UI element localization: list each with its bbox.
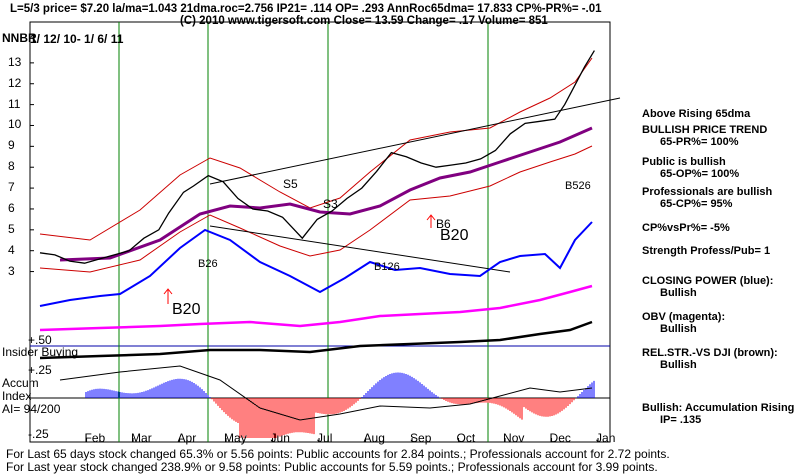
- indicator-block: REL.STR.-VS DJI (brown): Bullish: [642, 347, 778, 371]
- minus-25-label: -.25: [28, 427, 49, 441]
- plus-25-label: +.25: [28, 363, 52, 377]
- indicator-heading: REL.STR.-VS DJI (brown):: [642, 347, 778, 359]
- closing-power-line: [39, 221, 593, 307]
- x-axis: [86, 438, 599, 442]
- indicator-block: OBV (magenta): Bullish: [642, 311, 725, 335]
- bottom-line-1: For Last 65 days stock changed 65.3% or …: [6, 447, 670, 461]
- indicator-heading: Professionals are bullish: [642, 186, 773, 198]
- plus-50-label: +.50: [28, 333, 52, 347]
- x-tick-label: Nov: [503, 431, 525, 445]
- x-tick-label: Jun: [270, 431, 290, 445]
- signal-b26-c: B526: [565, 180, 591, 192]
- indicator-value: Bullish: [660, 287, 697, 299]
- x-tick-label: Jan: [596, 431, 616, 445]
- indicator-block: Above Rising 65dma: [642, 108, 750, 120]
- indicator-heading: BULLISH PRICE TREND: [642, 124, 768, 136]
- y-tick-label: 3: [8, 263, 15, 278]
- signal-s5: S5: [283, 177, 298, 191]
- chart-frame: [29, 21, 611, 443]
- ai-value-label: AI= 94/200: [2, 402, 61, 416]
- indicator-heading: Public is bullish: [642, 156, 726, 168]
- trend-line-upper: [209, 97, 621, 185]
- indicator-block: Strength Profess/Pub= 1: [642, 245, 770, 257]
- accum-ma-line: [59, 365, 593, 421]
- header-line-1: L=5/3 price= $7.20 la/ma=1.043 21dma.roc…: [10, 3, 602, 15]
- indicator-heading: Bullish: Accumulation Rising: [642, 402, 795, 414]
- indicator-heading: CP%vsPr%= -5%: [642, 222, 730, 234]
- date-range-label: 1/ 12/ 10- 1/ 6/ 11: [30, 32, 124, 46]
- x-tick-label: May: [224, 431, 247, 445]
- indicator-heading: OBV (magenta):: [642, 311, 726, 323]
- indicator-block: BULLISH PRICE TREND 65-PR%= 100%: [642, 124, 767, 148]
- indicator-value: 65-PR%= 100%: [660, 136, 739, 148]
- accum-label: Accum: [2, 376, 39, 390]
- indicator-heading: Strength Profess/Pub= 1: [642, 245, 771, 257]
- indicator-heading: Above Rising 65dma: [642, 108, 751, 120]
- signal-b26-b: B126: [374, 261, 400, 273]
- signal-b6: B6: [436, 217, 451, 231]
- upper-band-line: [39, 57, 593, 241]
- x-tick-label: Apr: [177, 431, 197, 445]
- y-tick-label: 5: [8, 221, 15, 236]
- x-tick-label: Feb: [84, 431, 106, 445]
- y-tick-label: 9: [8, 138, 15, 153]
- bottom-line-2: For Last year stock changed 238.9% or 9.…: [6, 460, 658, 474]
- x-tick-label: Dec: [549, 431, 571, 445]
- indicator-block: Public is bullish 65-OP%= 100%: [642, 156, 739, 180]
- indicator-block: Bullish: Accumulation Rising IP= .135: [642, 402, 794, 426]
- y-tick-label: 10: [8, 117, 22, 132]
- indicator-value: Bullish: [660, 323, 697, 335]
- y-tick-label: 8: [8, 159, 15, 174]
- y-axis: [30, 62, 34, 273]
- x-tick-label: Jul: [317, 431, 333, 445]
- y-tick-label: 11: [8, 96, 21, 111]
- y-tick-label: 12: [8, 75, 22, 90]
- signal-s3: S3: [323, 197, 338, 211]
- indicator-heading: CLOSING POWER (blue):: [642, 275, 774, 287]
- y-tick-label: 7: [8, 180, 15, 195]
- x-tick-label: Sep: [410, 431, 432, 445]
- insider-buying-label: Insider Buying: [2, 345, 79, 359]
- x-tick-label: Aug: [363, 431, 385, 445]
- accum-histogram: [85, 372, 595, 438]
- ma65-line: [59, 126, 593, 262]
- header-line-2: (C) 2010 www.tigersoft.com Close= 13.59 …: [180, 15, 548, 27]
- signal-b20-upper: B20: [440, 227, 469, 244]
- indicator-value: Bullish: [660, 359, 697, 371]
- ticker-label: NNBR: [2, 31, 37, 45]
- indicator-block: CLOSING POWER (blue): Bullish: [642, 275, 773, 299]
- signal-b20-lower: B20: [172, 301, 201, 318]
- y-tick-label: 13: [8, 54, 22, 69]
- obv-line: [39, 284, 593, 332]
- indicator-value: IP= .135: [660, 414, 702, 426]
- y-tick-label: 6: [8, 200, 15, 215]
- x-tick-label: Mar: [131, 431, 152, 445]
- x-tick-label: Oct: [456, 431, 476, 445]
- lower-band-line: [39, 145, 593, 273]
- indicator-value: 65-CP%= 95%: [660, 198, 733, 210]
- price-series-line: [39, 50, 595, 264]
- trend-line-lower: [209, 225, 511, 273]
- index-label: Index: [2, 389, 32, 403]
- indicator-block: Professionals are bullish 65-CP%= 95%: [642, 186, 772, 210]
- buy-arrow-icon: [163, 288, 173, 304]
- rel-strength-line: [39, 320, 593, 360]
- signal-b26-a: B26: [198, 258, 218, 270]
- indicator-value: 65-OP%= 100%: [660, 168, 740, 180]
- buy-arrow-icon: [426, 214, 436, 228]
- indicator-block: CP%vsPr%= -5%: [642, 222, 730, 234]
- y-tick-label: 4: [8, 242, 15, 257]
